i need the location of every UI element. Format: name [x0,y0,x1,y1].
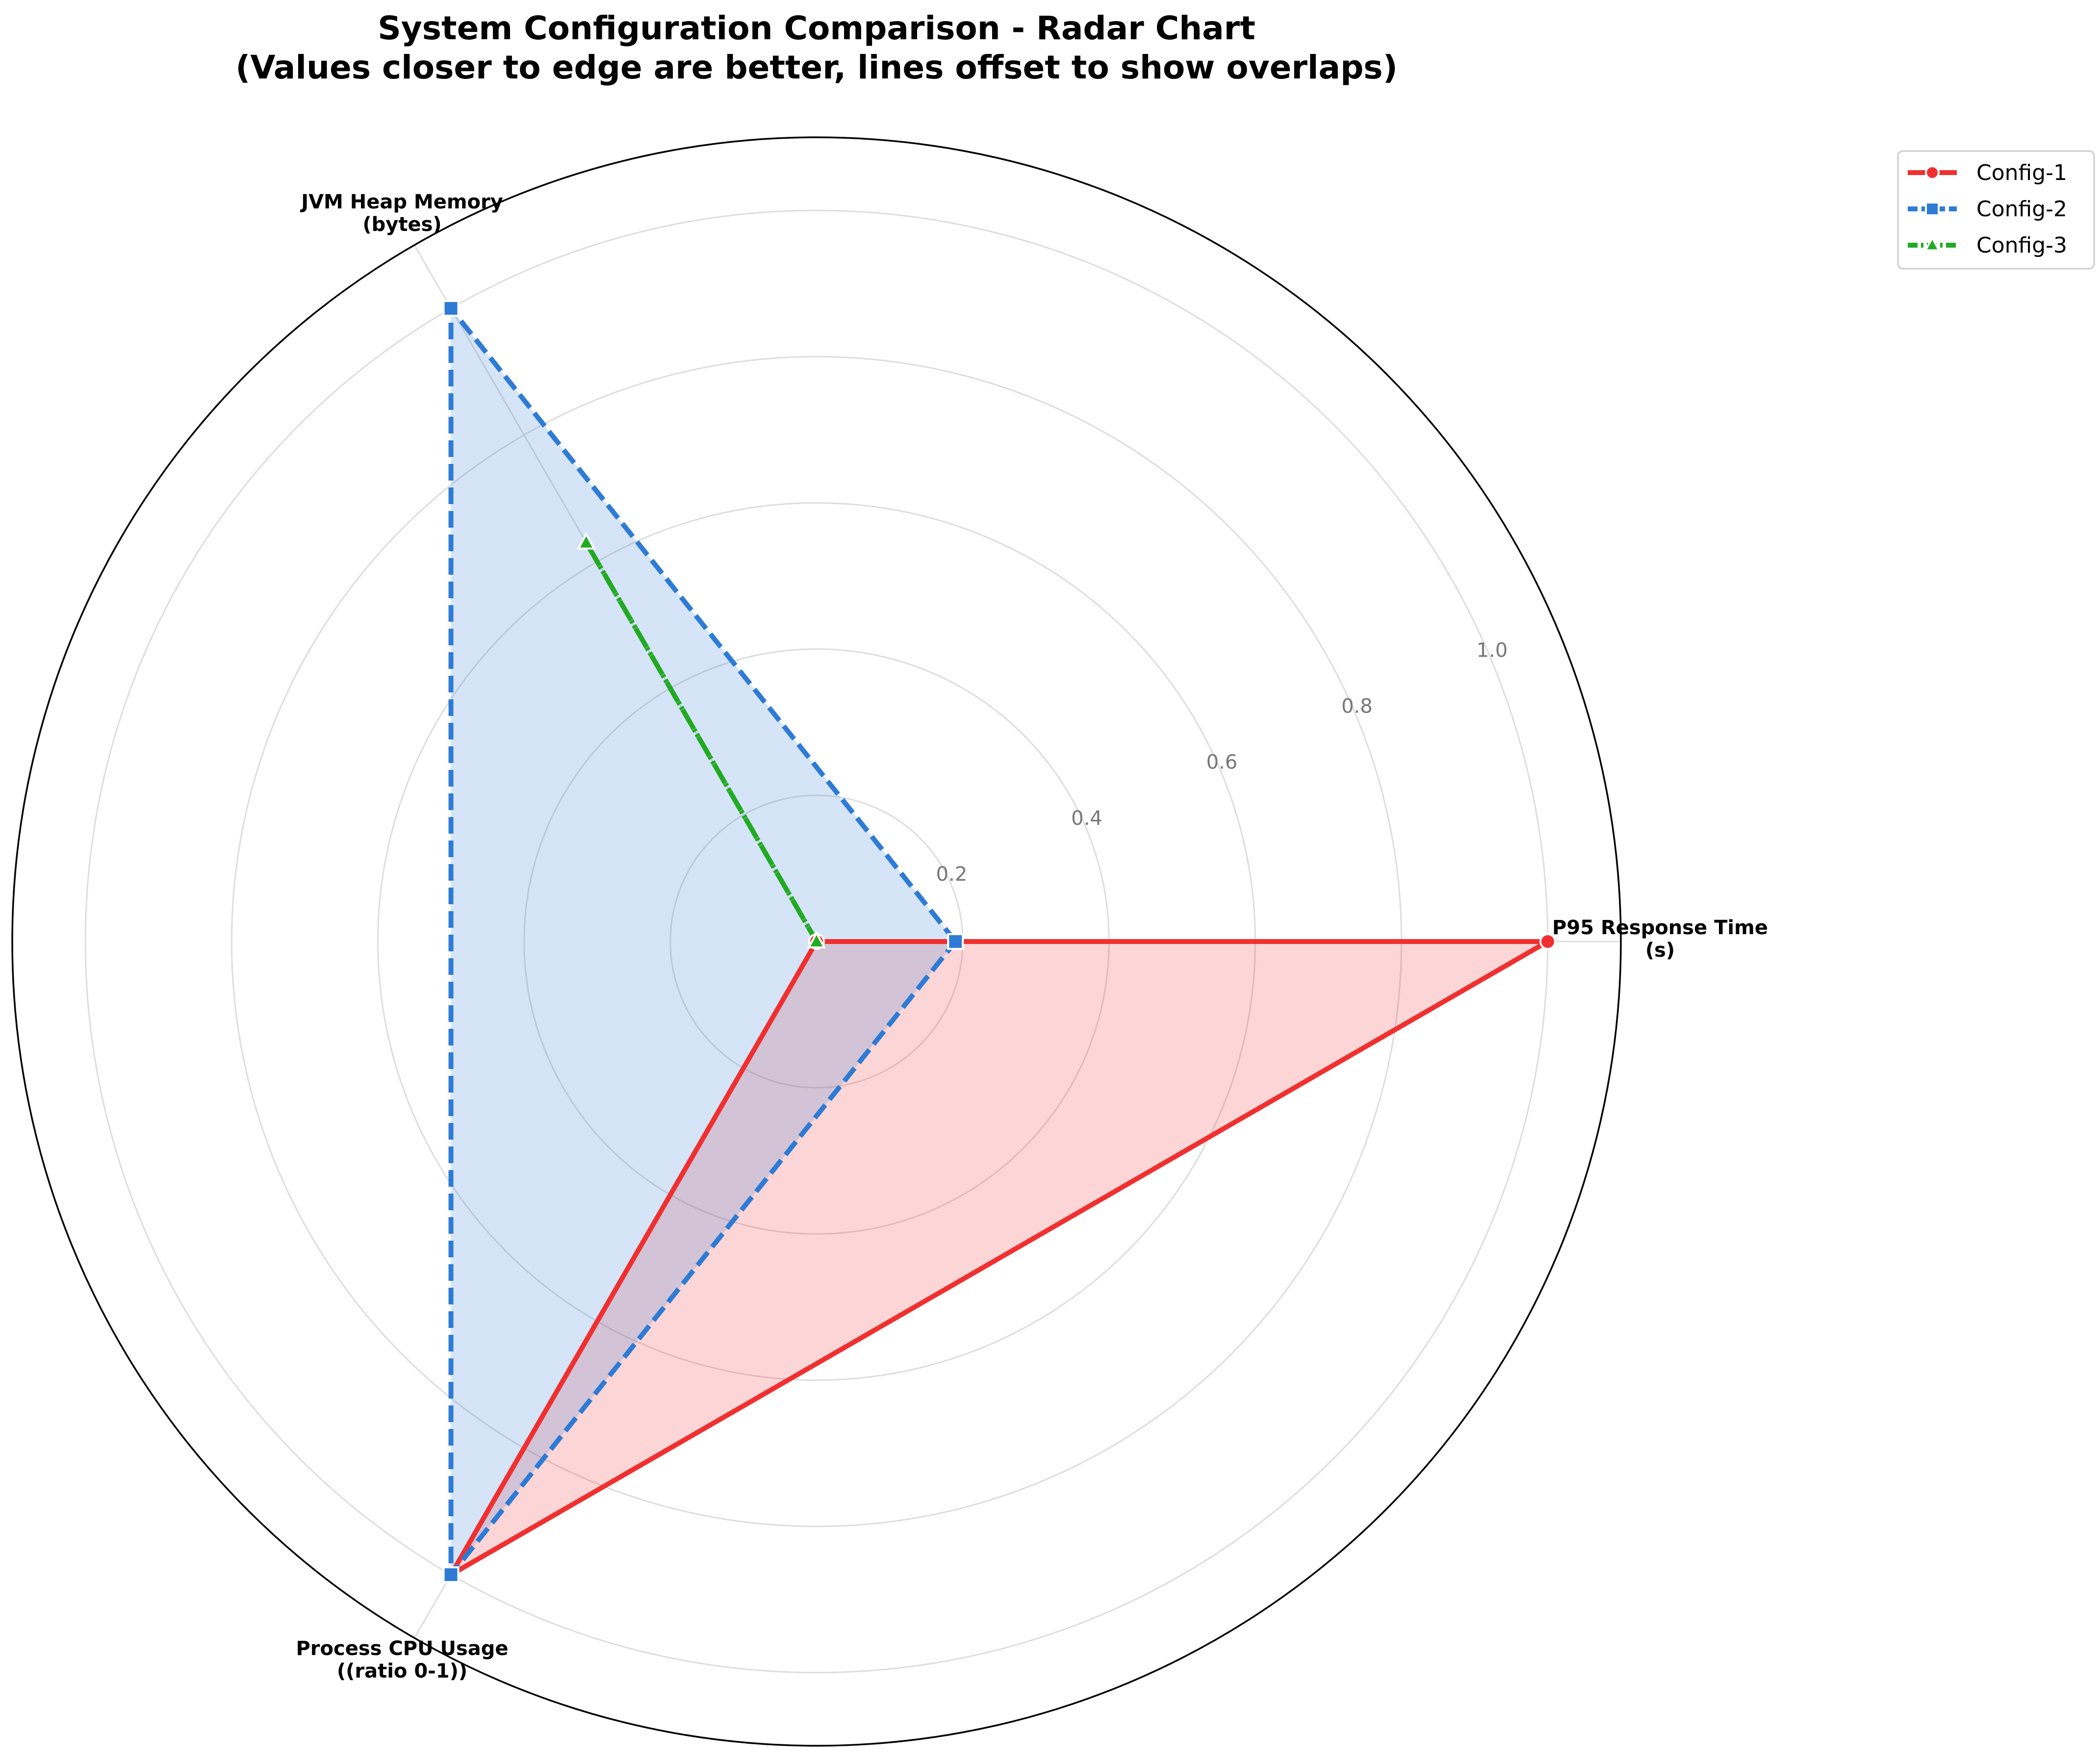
legend-label-2: Config-2 [1976,197,2067,222]
series-2-point-3 [442,1566,460,1583]
series-line-1 [444,939,1557,1581]
radial-tick-label-3: 0.8 [1341,695,1373,718]
legend-marker-1 [1925,165,1940,180]
polar-frame [11,136,1622,1747]
axis-label-1-unit: (bytes) [362,213,441,236]
series-2-point-1 [947,933,964,950]
axis-label-1-name: JVM Heap Memory [300,191,503,213]
series-3-point-2 [577,532,596,550]
series-line-2 [448,301,959,1582]
radial-tick-label-2: 0.6 [1206,751,1238,774]
series-line-3 [584,541,819,943]
legend-label-3: Config-3 [1976,233,2067,258]
legend-marker-3 [1924,235,1941,252]
legend: Config-1 Config-2 Config-3 [1897,150,2095,270]
axis-label-2-unit: ((ratio 0-1)) [337,1660,467,1682]
chart-title-line-1: System Configuration Comparison - Radar … [378,9,1255,47]
series-3-point-3 [807,931,826,948]
axis-label-0-unit: (s) [1645,939,1675,962]
radial-tick-label-1: 0.4 [1071,807,1102,830]
series-2-point-2 [442,300,460,317]
legend-label-1: Config-1 [1976,160,2067,185]
axis-label-2-name: Process CPU Usage [296,1637,508,1660]
legend-marker-2 [1925,202,1940,216]
legend-box [1897,150,2095,270]
series-fill-2 [451,308,956,1575]
radial-tick-label-4: 1.0 [1477,639,1508,662]
chart-title-line-2: (Values closer to edge are better, lines… [235,49,1398,86]
text-layer: System Configuration Comparison - Radar … [235,9,1768,1682]
radial-tick-label-0: 0.2 [936,863,968,886]
series-1-point-1 [1539,933,1556,950]
marker-layer [442,300,1556,1583]
line-layer [444,301,1557,1582]
axis-label-0-name: P95 Response Time [1552,917,1768,939]
